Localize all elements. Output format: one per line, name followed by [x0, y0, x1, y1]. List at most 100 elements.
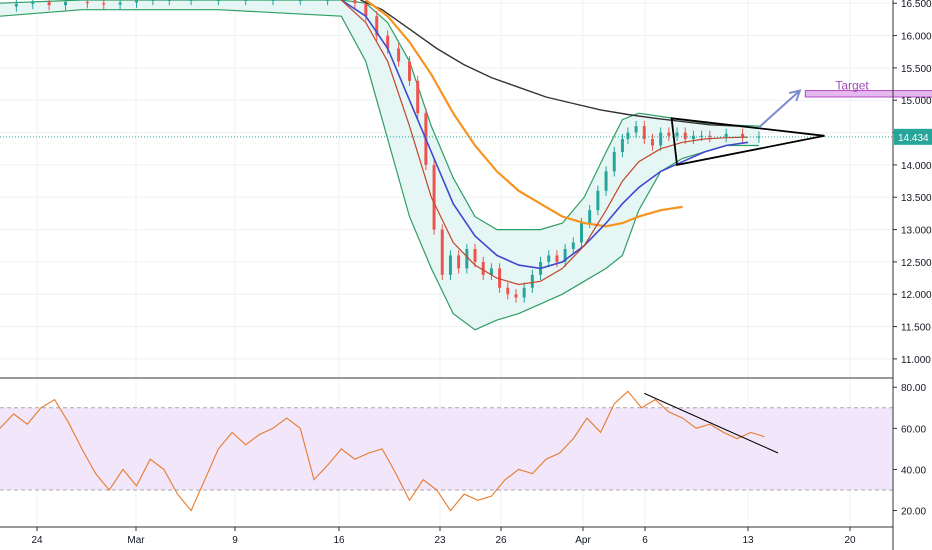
- candle-body: [298, 0, 302, 1]
- candle-body: [555, 255, 559, 262]
- candle-body: [708, 135, 712, 138]
- candle-body: [691, 135, 695, 140]
- candle-body: [588, 210, 592, 224]
- price-y-tick-label: 16.000: [901, 32, 932, 43]
- candle-body: [151, 0, 155, 1]
- rsi-divergence-line[interactable]: [644, 392, 779, 454]
- candle-body: [700, 135, 704, 137]
- candle-body: [634, 126, 638, 133]
- candle-body: [244, 0, 248, 1]
- candle-body: [481, 261, 485, 275]
- candle-body: [620, 139, 624, 152]
- target-arrow[interactable]: [758, 89, 801, 129]
- candle-body: [64, 1, 68, 6]
- candle-body: [440, 229, 444, 275]
- candle-body: [612, 151, 616, 172]
- candle-body: [47, 1, 51, 6]
- ma-slow-line: [365, 0, 683, 228]
- price-y-tick-label: 11.500: [901, 323, 931, 334]
- candle-body: [514, 294, 518, 298]
- candle-body: [375, 16, 379, 36]
- price-y-tick-label: 13.500: [901, 193, 932, 204]
- target-label: Target: [835, 79, 869, 93]
- rsi-panel: [0, 377, 893, 512]
- candle-body: [416, 80, 420, 114]
- candle-body: [118, 2, 122, 5]
- candle-body: [604, 171, 608, 191]
- bollinger-lower-line: [0, 9, 759, 331]
- candle-body: [522, 287, 526, 298]
- price-y-tick-label: 16.500: [901, 0, 932, 10]
- candle-body: [457, 255, 461, 269]
- candle-body: [326, 0, 330, 1]
- candle-body: [498, 268, 502, 288]
- candle-body: [473, 248, 477, 262]
- candle-body: [659, 132, 663, 146]
- candle-body: [448, 255, 452, 275]
- candle-body: [102, 3, 106, 5]
- candle-body: [189, 0, 193, 1]
- price-y-tick-label: 12.500: [901, 258, 932, 269]
- x-tick-label: 26: [495, 535, 507, 546]
- price-y-tick-label: 15.500: [901, 64, 932, 75]
- price-y-tick-label: 11.000: [901, 355, 931, 366]
- candle-body: [271, 0, 275, 1]
- x-tick-label: 23: [434, 535, 446, 546]
- ma-fast-line: [340, 0, 749, 270]
- x-tick-label: 16: [333, 535, 345, 546]
- candle-body: [506, 287, 510, 295]
- candle-body: [135, 0, 139, 3]
- rsi-band-fill: [0, 407, 893, 490]
- price-panel: Target: [0, 0, 932, 331]
- target-arrow-head: [788, 89, 802, 102]
- last-price-label: 14.434: [898, 133, 929, 144]
- rsi-y-tick-label: 40.00: [901, 465, 926, 476]
- candle-body: [408, 61, 412, 81]
- x-tick-label: 9: [232, 535, 238, 546]
- candle-body: [667, 132, 671, 136]
- candle-body: [364, 3, 368, 17]
- candle-body: [397, 48, 401, 62]
- candle-body: [489, 268, 493, 275]
- candle-body: [167, 0, 171, 1]
- candle-body: [563, 248, 567, 262]
- price-y-tick-label: 12.000: [901, 290, 932, 301]
- candle-body: [465, 248, 469, 269]
- rsi-y-tick-label: 20.00: [901, 507, 926, 518]
- target-box[interactable]: [804, 90, 932, 98]
- price-y-tick-label: 13.000: [901, 226, 932, 237]
- candle-body: [724, 133, 728, 138]
- candle-body: [31, 1, 35, 4]
- candle-body: [741, 133, 745, 138]
- x-tick-label: 20: [844, 535, 856, 546]
- candle-body: [432, 164, 436, 230]
- x-tick-label: 6: [642, 535, 648, 546]
- bollinger-upper-line: [0, 0, 759, 231]
- x-tick-label: Mar: [127, 535, 145, 546]
- rsi-y-tick-label: 60.00: [901, 424, 926, 435]
- price-y-tick-label: 15.000: [901, 96, 932, 107]
- candle-body: [596, 190, 600, 211]
- candle-body: [642, 126, 646, 140]
- ma-short-line: [340, 0, 749, 286]
- candle-body: [547, 255, 551, 262]
- rsi-line: [0, 390, 765, 512]
- x-tick-label: 13: [742, 535, 754, 546]
- candle-body: [626, 132, 630, 140]
- x-tick-label: Apr: [575, 535, 591, 546]
- candle-body: [85, 1, 89, 4]
- ma-long-line: [360, 0, 738, 127]
- candle-body: [216, 0, 220, 1]
- candle-body: [530, 274, 534, 288]
- candle-body: [579, 223, 583, 243]
- candle-body: [683, 132, 687, 140]
- candle-body: [353, 0, 357, 4]
- candle-body: [571, 242, 575, 249]
- last-price-badge: [894, 128, 932, 145]
- x-tick-label: 24: [31, 535, 43, 546]
- price-y-tick-label: 14.000: [901, 161, 932, 172]
- rsi-y-tick-label: 80.00: [901, 383, 926, 394]
- symmetrical-triangle[interactable]: [670, 117, 825, 166]
